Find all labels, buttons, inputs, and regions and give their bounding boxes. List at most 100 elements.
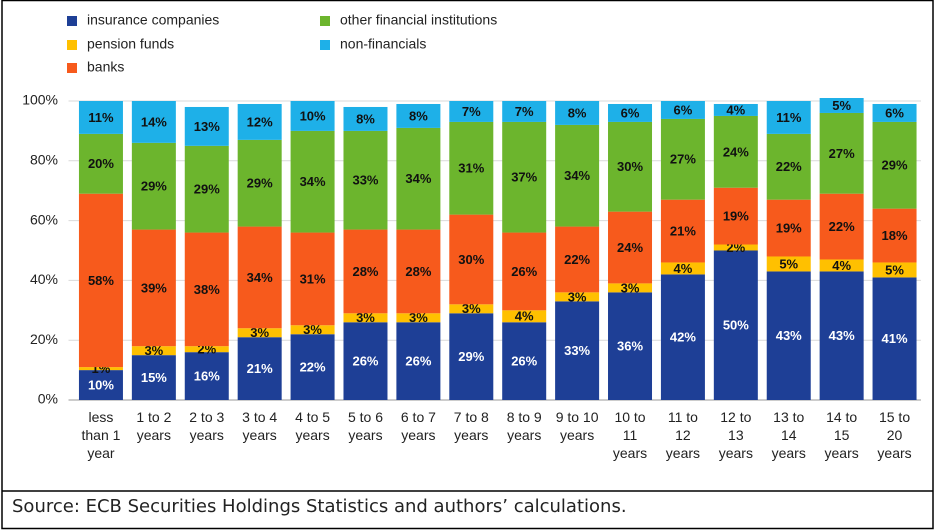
legend-label: other financial institutions [340,12,497,28]
bar-segment [555,292,600,302]
data-label: 26% [511,264,537,279]
bar-segment [290,334,335,400]
data-label: 22% [564,252,590,267]
data-label: 28% [405,264,431,279]
bar-segment [502,322,547,400]
bar-segment [343,229,388,314]
bar-segment [396,103,441,128]
data-label: 14% [141,114,167,129]
bar-segment [343,106,388,131]
data-label: 27% [829,146,855,161]
data-label: 6% [885,105,904,120]
bar-segment [131,229,176,347]
bar-segment [660,199,705,263]
data-label: 26% [405,354,431,369]
bar-segment [872,208,917,263]
data-label: 18% [882,228,908,243]
bar-segment [713,250,758,400]
bar-segment [660,118,705,200]
data-label: 10% [300,108,326,123]
data-label: 5% [779,256,798,271]
data-label: 34% [300,174,326,189]
bar-segment [131,142,176,230]
bar-segment [555,101,600,125]
data-label: 19% [776,221,802,236]
data-label: 16% [194,369,220,384]
data-label: 19% [723,209,749,224]
data-label: 6% [621,105,640,120]
data-label: 43% [829,328,855,343]
data-label: 22% [300,360,326,375]
data-label: 30% [617,159,643,174]
data-label: 3% [409,310,428,325]
bar-segment [184,145,229,233]
bar-segment [819,271,864,400]
bar-segment [766,271,811,400]
data-label: 4% [832,258,851,273]
data-label: 33% [564,343,590,358]
data-label: 41% [882,331,908,346]
bar-segment [819,98,864,113]
bar-segment [766,199,811,257]
y-tick-label: 80% [30,152,58,168]
legend-swatch [67,40,77,50]
bar-segment [502,101,547,122]
source-note: Source: ECB Securities Holdings Statisti… [12,496,627,517]
data-label: 8% [356,111,375,126]
bar-segment [237,226,282,329]
data-label: 7% [515,104,534,119]
data-label: 21% [670,224,696,239]
bar-segment [766,101,811,134]
bar-segment [502,121,547,233]
data-label: 34% [247,270,273,285]
x-tick-label: 2 to 3 years [189,409,224,443]
x-tick-label: 6 to 7 years [401,409,436,443]
data-label: 22% [776,159,802,174]
bar-segment [78,367,123,371]
x-tick-label: less than 1 year [81,409,120,461]
bar-segment [555,124,600,227]
bar-segment [449,304,494,314]
bar-segment [131,355,176,400]
data-label: 3% [303,322,322,337]
legend-label: insurance companies [87,12,219,28]
data-label: 29% [882,158,908,173]
data-label: 3% [568,289,587,304]
data-label: 29% [247,176,273,191]
bar-segment [819,112,864,194]
bar-segment [343,130,388,230]
bar-segment [184,346,229,353]
bar-segment [343,322,388,400]
data-label: 8% [409,108,428,123]
x-tick-label: 8 to 9 years [507,409,542,443]
data-label: 22% [829,219,855,234]
bar-segment [237,103,282,140]
x-tick-label: 15 to 20 years [877,409,911,461]
bar-segment [872,262,917,278]
x-tick-label: 12 to 13 years [719,409,753,461]
y-tick-label: 60% [30,211,58,227]
data-label: 10% [88,377,114,392]
data-label: 11% [88,110,114,125]
x-tick-label: 11 to 12 years [666,409,700,461]
bar-segment [819,259,864,272]
bar-segment [608,103,653,122]
legend-label: non-financials [340,36,426,52]
y-tick-label: 0% [38,391,58,407]
data-label: 24% [617,240,643,255]
bar-segment [237,328,282,338]
data-label: 7% [462,104,481,119]
data-label: 4% [726,102,745,117]
bar-segment [449,313,494,400]
data-label: 20% [88,156,114,171]
data-label: 28% [352,264,378,279]
data-label: 3% [250,325,269,340]
x-tick-label: 4 to 5 years [295,409,330,443]
y-tick-label: 100% [22,92,58,108]
y-tick-label: 40% [30,271,58,287]
data-label: 39% [141,280,167,295]
bar-segment [660,274,705,400]
x-tick-label: 14 to 15 years [825,409,859,461]
bar-segment [766,256,811,272]
